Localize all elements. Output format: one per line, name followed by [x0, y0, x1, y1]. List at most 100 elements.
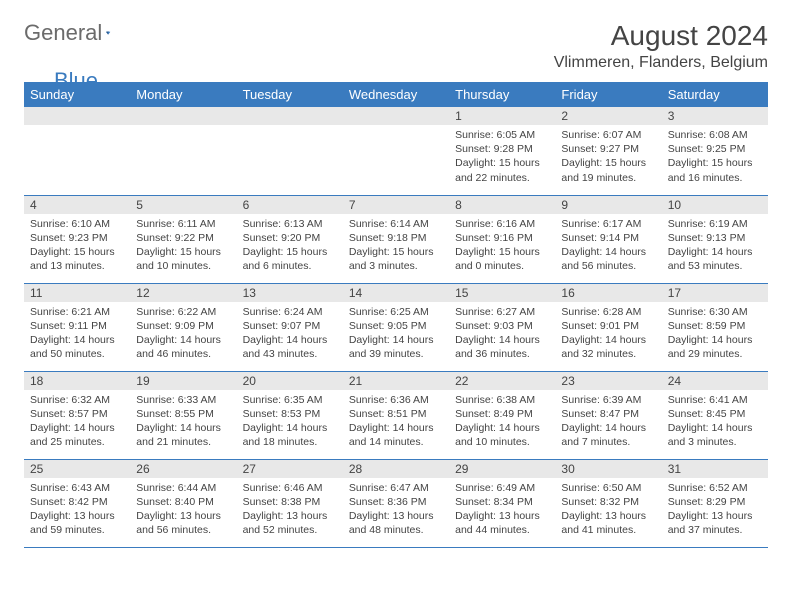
daylight-text: Daylight: 15 hours and 13 minutes.: [30, 245, 124, 273]
daylight-text: Daylight: 14 hours and 25 minutes.: [30, 421, 124, 449]
day-number: 24: [662, 372, 768, 390]
sunset-text: Sunset: 9:14 PM: [561, 231, 655, 245]
day-number: 4: [24, 196, 130, 214]
daylight-text: Daylight: 14 hours and 46 minutes.: [136, 333, 230, 361]
daylight-text: Daylight: 13 hours and 56 minutes.: [136, 509, 230, 537]
sunset-text: Sunset: 9:28 PM: [455, 142, 549, 156]
day-number: 7: [343, 196, 449, 214]
day-body: Sunrise: 6:47 AMSunset: 8:36 PMDaylight:…: [343, 478, 449, 542]
daylight-text: Daylight: 14 hours and 7 minutes.: [561, 421, 655, 449]
daylight-text: Daylight: 13 hours and 37 minutes.: [668, 509, 762, 537]
day-cell: 4Sunrise: 6:10 AMSunset: 9:23 PMDaylight…: [24, 195, 130, 283]
sunrise-text: Sunrise: 6:17 AM: [561, 217, 655, 231]
logo-text-blue: Blue: [54, 68, 98, 94]
sunrise-text: Sunrise: 6:21 AM: [30, 305, 124, 319]
sunset-text: Sunset: 9:20 PM: [243, 231, 337, 245]
day-number: 5: [130, 196, 236, 214]
day-number: 18: [24, 372, 130, 390]
sunset-text: Sunset: 9:22 PM: [136, 231, 230, 245]
day-number: 13: [237, 284, 343, 302]
daylight-text: Daylight: 14 hours and 18 minutes.: [243, 421, 337, 449]
daylight-text: Daylight: 13 hours and 48 minutes.: [349, 509, 443, 537]
daylight-text: Daylight: 13 hours and 44 minutes.: [455, 509, 549, 537]
day-body: Sunrise: 6:13 AMSunset: 9:20 PMDaylight:…: [237, 214, 343, 278]
day-cell: 19Sunrise: 6:33 AMSunset: 8:55 PMDayligh…: [130, 371, 236, 459]
daylight-text: Daylight: 15 hours and 16 minutes.: [668, 156, 762, 184]
sunset-text: Sunset: 9:07 PM: [243, 319, 337, 333]
day-body: Sunrise: 6:27 AMSunset: 9:03 PMDaylight:…: [449, 302, 555, 366]
daylight-text: Daylight: 13 hours and 41 minutes.: [561, 509, 655, 537]
sunset-text: Sunset: 8:40 PM: [136, 495, 230, 509]
day-body: Sunrise: 6:21 AMSunset: 9:11 PMDaylight:…: [24, 302, 130, 366]
day-cell: [130, 107, 236, 195]
daylight-text: Daylight: 15 hours and 6 minutes.: [243, 245, 337, 273]
day-number: 25: [24, 460, 130, 478]
day-number: 8: [449, 196, 555, 214]
day-body: Sunrise: 6:46 AMSunset: 8:38 PMDaylight:…: [237, 478, 343, 542]
logo: General: [24, 20, 134, 46]
sunrise-text: Sunrise: 6:44 AM: [136, 481, 230, 495]
sunrise-text: Sunrise: 6:27 AM: [455, 305, 549, 319]
day-number: 12: [130, 284, 236, 302]
sunset-text: Sunset: 9:27 PM: [561, 142, 655, 156]
sunset-text: Sunset: 9:05 PM: [349, 319, 443, 333]
day-number: 6: [237, 196, 343, 214]
day-cell: [24, 107, 130, 195]
sunrise-text: Sunrise: 6:52 AM: [668, 481, 762, 495]
day-cell: 15Sunrise: 6:27 AMSunset: 9:03 PMDayligh…: [449, 283, 555, 371]
sunrise-text: Sunrise: 6:10 AM: [30, 217, 124, 231]
day-body: Sunrise: 6:10 AMSunset: 9:23 PMDaylight:…: [24, 214, 130, 278]
daylight-text: Daylight: 14 hours and 39 minutes.: [349, 333, 443, 361]
sunrise-text: Sunrise: 6:22 AM: [136, 305, 230, 319]
sunset-text: Sunset: 9:16 PM: [455, 231, 549, 245]
daylight-text: Daylight: 14 hours and 36 minutes.: [455, 333, 549, 361]
day-body: Sunrise: 6:07 AMSunset: 9:27 PMDaylight:…: [555, 125, 661, 189]
sunset-text: Sunset: 8:34 PM: [455, 495, 549, 509]
day-cell: 13Sunrise: 6:24 AMSunset: 9:07 PMDayligh…: [237, 283, 343, 371]
daylight-text: Daylight: 14 hours and 21 minutes.: [136, 421, 230, 449]
sunrise-text: Sunrise: 6:07 AM: [561, 128, 655, 142]
day-number: 30: [555, 460, 661, 478]
day-body: Sunrise: 6:35 AMSunset: 8:53 PMDaylight:…: [237, 390, 343, 454]
weekday-header-row: Sunday Monday Tuesday Wednesday Thursday…: [24, 82, 768, 107]
daylight-text: Daylight: 14 hours and 50 minutes.: [30, 333, 124, 361]
week-row: 25Sunrise: 6:43 AMSunset: 8:42 PMDayligh…: [24, 459, 768, 547]
sunset-text: Sunset: 8:57 PM: [30, 407, 124, 421]
weekday-header: Thursday: [449, 82, 555, 107]
weekday-header: Monday: [130, 82, 236, 107]
day-body: Sunrise: 6:08 AMSunset: 9:25 PMDaylight:…: [662, 125, 768, 189]
day-cell: 29Sunrise: 6:49 AMSunset: 8:34 PMDayligh…: [449, 459, 555, 547]
day-cell: 24Sunrise: 6:41 AMSunset: 8:45 PMDayligh…: [662, 371, 768, 459]
week-row: 11Sunrise: 6:21 AMSunset: 9:11 PMDayligh…: [24, 283, 768, 371]
sunset-text: Sunset: 8:38 PM: [243, 495, 337, 509]
sunset-text: Sunset: 8:55 PM: [136, 407, 230, 421]
sunset-text: Sunset: 8:53 PM: [243, 407, 337, 421]
daylight-text: Daylight: 14 hours and 32 minutes.: [561, 333, 655, 361]
day-number: 16: [555, 284, 661, 302]
week-row: 18Sunrise: 6:32 AMSunset: 8:57 PMDayligh…: [24, 371, 768, 459]
day-cell: 27Sunrise: 6:46 AMSunset: 8:38 PMDayligh…: [237, 459, 343, 547]
day-cell: 6Sunrise: 6:13 AMSunset: 9:20 PMDaylight…: [237, 195, 343, 283]
day-number: 26: [130, 460, 236, 478]
sunrise-text: Sunrise: 6:13 AM: [243, 217, 337, 231]
day-body: Sunrise: 6:16 AMSunset: 9:16 PMDaylight:…: [449, 214, 555, 278]
location: Vlimmeren, Flanders, Belgium: [554, 54, 768, 72]
empty-daynum-bar: [343, 107, 449, 125]
triangle-icon: [106, 24, 110, 42]
day-cell: 2Sunrise: 6:07 AMSunset: 9:27 PMDaylight…: [555, 107, 661, 195]
sunset-text: Sunset: 9:18 PM: [349, 231, 443, 245]
sunrise-text: Sunrise: 6:49 AM: [455, 481, 549, 495]
day-body: Sunrise: 6:22 AMSunset: 9:09 PMDaylight:…: [130, 302, 236, 366]
daylight-text: Daylight: 13 hours and 52 minutes.: [243, 509, 337, 537]
sunset-text: Sunset: 8:45 PM: [668, 407, 762, 421]
daylight-text: Daylight: 13 hours and 59 minutes.: [30, 509, 124, 537]
sunset-text: Sunset: 8:32 PM: [561, 495, 655, 509]
sunset-text: Sunset: 8:49 PM: [455, 407, 549, 421]
day-number: 23: [555, 372, 661, 390]
day-number: 9: [555, 196, 661, 214]
day-number: 2: [555, 107, 661, 125]
day-cell: 17Sunrise: 6:30 AMSunset: 8:59 PMDayligh…: [662, 283, 768, 371]
sunrise-text: Sunrise: 6:46 AM: [243, 481, 337, 495]
daylight-text: Daylight: 15 hours and 0 minutes.: [455, 245, 549, 273]
day-body: Sunrise: 6:50 AMSunset: 8:32 PMDaylight:…: [555, 478, 661, 542]
